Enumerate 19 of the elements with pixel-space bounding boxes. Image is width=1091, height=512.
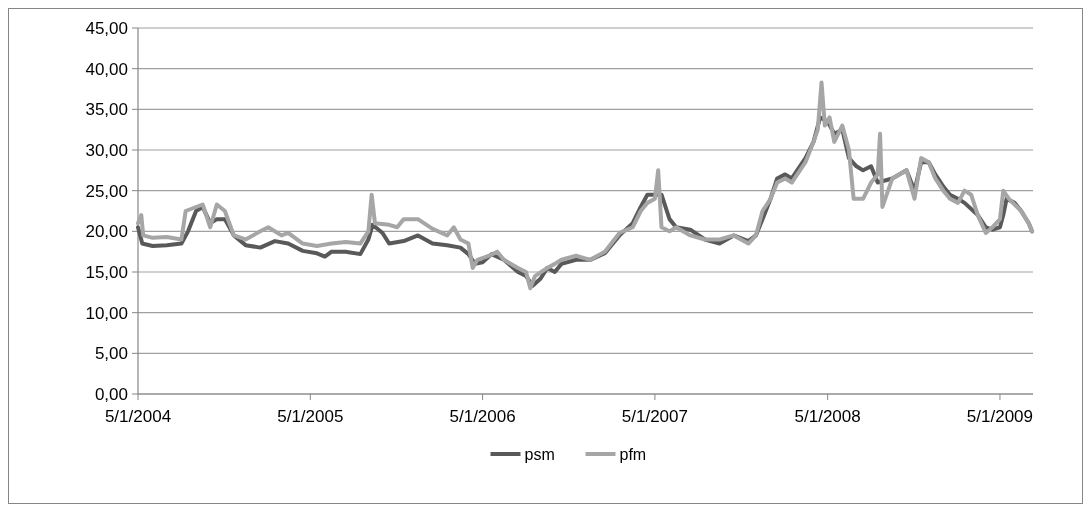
x-tick-label: 5/1/2008 [794, 407, 861, 426]
legend-label: psm [524, 445, 555, 463]
line-series [136, 80, 1035, 291]
y-tick-label: 35,00 [85, 100, 128, 120]
y-tick-label: 0,00 [94, 384, 128, 404]
x-tick-label: 5/1/2007 [621, 407, 688, 426]
y-tick-label: 15,00 [85, 262, 128, 282]
x-tick-label: 5/1/2004 [104, 407, 172, 426]
y-tick-label: 45,00 [85, 18, 128, 38]
x-tick-label: 5/1/2005 [277, 407, 344, 426]
y-tick-label: 30,00 [85, 140, 128, 160]
y-tick-label: 10,00 [85, 303, 128, 323]
legend-label: pfm [619, 445, 647, 463]
y-tick-label: 5,00 [94, 344, 128, 364]
y-tick-label: 40,00 [85, 59, 128, 79]
y-tick-label: 20,00 [85, 222, 128, 242]
y-tick-label: 25,00 [85, 181, 128, 201]
x-tick-label: 5/1/2006 [449, 407, 516, 426]
x-tick-label: 5/1/2009 [966, 407, 1034, 426]
